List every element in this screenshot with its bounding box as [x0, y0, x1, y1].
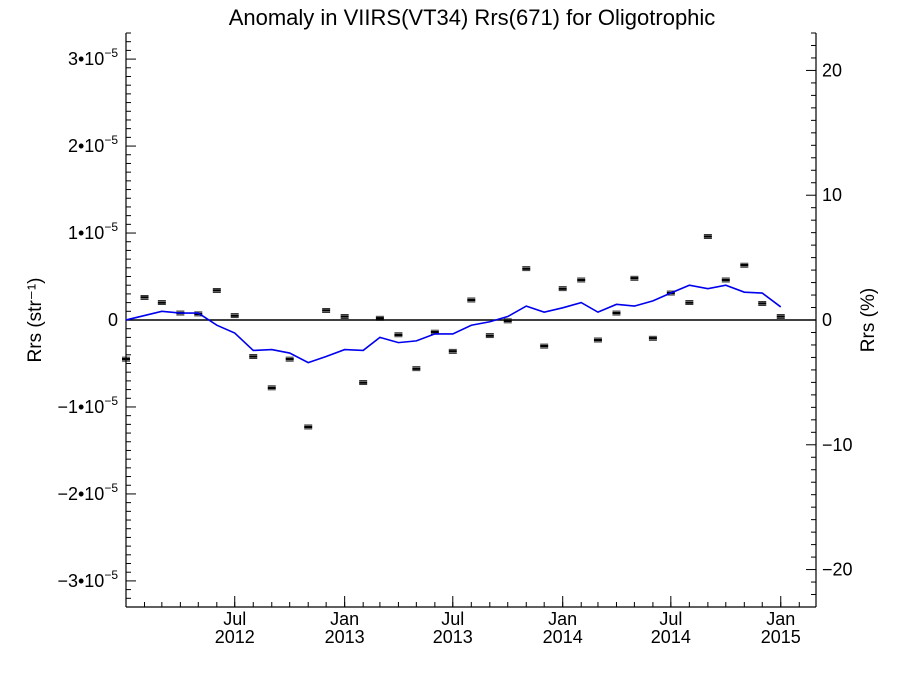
- anomaly-point: [285, 356, 294, 362]
- y-left-tick-label: 0: [108, 310, 118, 330]
- anomaly-point-marker: [230, 314, 239, 317]
- anomaly-point-marker: [758, 302, 767, 305]
- anomaly-point: [122, 356, 130, 362]
- anomaly-point: [503, 318, 512, 324]
- anomaly-point: [485, 333, 494, 339]
- anomaly-trend-line: [125, 284, 782, 364]
- y-left-tick-label: −2•10−5: [57, 481, 118, 504]
- anomaly-point: [685, 300, 694, 306]
- anomaly-point: [703, 234, 712, 239]
- anomaly-point: [230, 313, 239, 319]
- anomaly-point-marker: [703, 235, 712, 238]
- anomaly-point-marker: [503, 319, 512, 323]
- anomaly-point: [721, 277, 730, 283]
- anomaly-point-marker: [430, 330, 439, 334]
- anomaly-point: [157, 300, 166, 306]
- anomaly-point-marker: [249, 355, 258, 358]
- anomaly-point-marker: [304, 425, 313, 429]
- x-tick-label-month: Jul: [441, 609, 464, 629]
- anomaly-point: [776, 314, 785, 319]
- x-tick-label-year: 2013: [325, 627, 365, 647]
- anomaly-point-marker: [448, 350, 457, 353]
- anomaly-point-marker: [157, 301, 166, 304]
- y-left-tick-label: −1•10−5: [57, 394, 118, 417]
- anomaly-point: [522, 266, 531, 272]
- anomaly-point: [540, 343, 549, 349]
- anomaly-point: [322, 308, 331, 313]
- anomaly-point-marker: [593, 338, 602, 342]
- anomaly-point-marker: [685, 301, 694, 304]
- anomaly-point: [340, 314, 349, 319]
- x-tick-label-year: 2015: [761, 627, 801, 647]
- anomaly-point: [558, 286, 567, 292]
- anomaly-point: [212, 288, 221, 293]
- x-tick-label-year: 2013: [433, 627, 473, 647]
- x-tick-label-year: 2012: [215, 627, 255, 647]
- x-tick-label-year: 2014: [651, 627, 691, 647]
- y-left-tick-label: 1•10−5: [68, 220, 118, 243]
- anomaly-point-marker: [522, 267, 531, 270]
- anomaly-point: [630, 275, 639, 281]
- anomaly-point-marker: [322, 309, 331, 312]
- y-right-tick-label: 20: [822, 60, 842, 80]
- y-left-tick-label: 3•10−5: [68, 46, 118, 69]
- y-right-tick-label: −20: [822, 560, 853, 580]
- anomaly-point: [648, 335, 657, 341]
- anomaly-point-marker: [267, 386, 276, 390]
- y-right-tick-label: 10: [822, 185, 842, 205]
- anomaly-point: [758, 301, 767, 306]
- anomaly-point-marker: [648, 337, 657, 340]
- anomaly-point-marker: [485, 334, 494, 337]
- anomaly-point-marker: [540, 344, 549, 348]
- anomaly-point-marker: [375, 317, 384, 320]
- anomaly-point: [375, 315, 384, 321]
- anomaly-point: [593, 337, 602, 343]
- y-right-tick-label: −10: [822, 435, 853, 455]
- anomaly-point-marker: [412, 367, 421, 370]
- anomaly-point: [249, 354, 258, 359]
- anomaly-point-marker: [721, 278, 730, 282]
- y-left-tick-label: 2•10−5: [68, 133, 118, 156]
- x-tick-label-month: Jan: [330, 609, 359, 629]
- anomaly-point-marker: [212, 289, 221, 292]
- anomaly-point-marker: [122, 357, 130, 361]
- anomaly-point: [267, 385, 276, 391]
- anomaly-point-marker: [285, 357, 294, 361]
- anomaly-point-marker: [467, 298, 476, 302]
- y-axis-label-left: Rrs (str⁻¹): [25, 278, 46, 363]
- anomaly-point: [577, 277, 586, 283]
- anomaly-point: [740, 262, 749, 268]
- anomaly-point-marker: [630, 277, 639, 280]
- anomaly-point: [612, 310, 621, 316]
- x-tick-label-month: Jan: [548, 609, 577, 629]
- chart-title: Anomaly in VIIRS(VT34) Rrs(671) for Olig…: [229, 5, 716, 30]
- x-tick-label-month: Jan: [766, 609, 795, 629]
- anomaly-point-marker: [340, 315, 349, 318]
- y-right-tick-label: 0: [822, 310, 832, 330]
- anomaly-point-marker: [776, 315, 785, 318]
- anomaly-point-marker: [394, 333, 403, 336]
- anomaly-point-marker: [359, 381, 368, 384]
- x-tick-label-month: Jul: [223, 609, 246, 629]
- anomaly-point: [304, 424, 313, 430]
- y-axis-label-right: Rrs (%): [858, 288, 879, 352]
- anomaly-point-marker: [577, 278, 586, 282]
- x-tick-label-month: Jul: [659, 609, 682, 629]
- anomaly-point: [412, 366, 421, 372]
- anomaly-point-marker: [558, 287, 567, 290]
- anomaly-point-marker: [740, 264, 749, 267]
- anomaly-point: [359, 380, 368, 386]
- y-left-tick-label: −3•10−5: [57, 568, 118, 591]
- anomaly-point-marker: [612, 311, 621, 315]
- anomaly-point: [394, 332, 403, 338]
- x-tick-label-year: 2014: [543, 627, 583, 647]
- anomaly-point: [140, 294, 149, 300]
- anomaly-point: [467, 297, 476, 303]
- anomaly-point: [448, 348, 457, 354]
- anomaly-point-marker: [140, 296, 149, 299]
